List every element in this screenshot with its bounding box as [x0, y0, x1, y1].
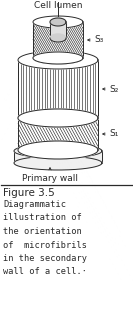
Text: S₂: S₂: [109, 85, 118, 93]
Polygon shape: [14, 156, 102, 170]
Polygon shape: [18, 109, 98, 127]
Polygon shape: [50, 22, 66, 38]
Polygon shape: [14, 144, 102, 158]
Polygon shape: [33, 52, 83, 64]
Text: Diagrammatic: Diagrammatic: [3, 200, 66, 209]
Text: the orientation: the orientation: [3, 227, 82, 236]
Text: Cell lumen: Cell lumen: [34, 1, 82, 10]
Polygon shape: [33, 52, 83, 64]
Polygon shape: [18, 51, 98, 69]
Polygon shape: [18, 118, 98, 150]
Text: S₃: S₃: [94, 36, 103, 45]
Polygon shape: [50, 18, 66, 26]
Polygon shape: [50, 34, 66, 42]
Text: in the secondary: in the secondary: [3, 254, 87, 263]
Text: Figure 3.5: Figure 3.5: [3, 188, 55, 198]
Polygon shape: [33, 22, 83, 58]
Polygon shape: [18, 109, 98, 127]
Polygon shape: [33, 16, 83, 28]
Text: of  microfibrils: of microfibrils: [3, 240, 87, 250]
Text: Primary wall: Primary wall: [22, 174, 78, 183]
Text: illustration of: illustration of: [3, 213, 82, 223]
Polygon shape: [18, 109, 98, 127]
Text: wall of a cell.·: wall of a cell.·: [3, 267, 87, 276]
Polygon shape: [18, 141, 98, 159]
Text: S₁: S₁: [109, 129, 118, 139]
Polygon shape: [18, 60, 98, 118]
Polygon shape: [14, 151, 102, 163]
Polygon shape: [18, 141, 98, 159]
